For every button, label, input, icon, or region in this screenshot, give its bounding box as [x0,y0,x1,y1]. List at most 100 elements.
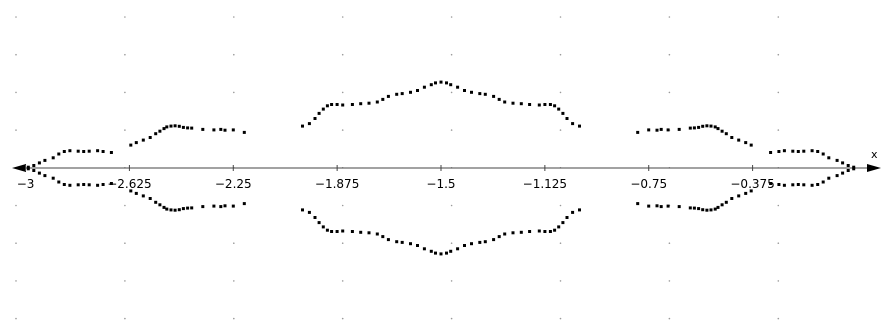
grid-dot [668,16,671,18]
data-point [148,197,152,200]
data-point [37,171,41,175]
x-axis-label: x [871,148,878,161]
data-point [810,183,814,187]
data-point [109,151,113,154]
grid-dot [15,16,17,18]
data-point [470,242,473,246]
grid-dot [15,242,17,244]
data-point [692,206,696,210]
data-point [463,244,466,247]
data-point [846,164,850,167]
grid-dot [450,129,453,131]
data-point [416,89,419,92]
data-point [705,208,709,212]
data-point [400,240,404,244]
data-point [782,183,786,187]
data-point [395,240,399,244]
data-point [434,81,437,85]
data-point [350,103,354,106]
grid-dot [15,53,17,56]
grid-dot [341,16,344,18]
data-point [655,204,659,208]
data-point [445,81,448,85]
data-point [307,122,311,126]
data-point [186,126,190,130]
data-point [724,132,728,136]
data-point [463,89,466,92]
data-point [223,128,227,132]
data-point [796,150,800,153]
grid-dot [450,317,453,320]
x-tick-label: −2.25 [215,177,252,191]
data-point [749,143,753,147]
grid-dot [777,91,780,94]
grid-dot [233,16,235,18]
grid-dot [450,242,453,244]
data-point [697,207,701,211]
data-point [827,156,831,160]
grid-dot [559,91,562,94]
data-point [677,205,681,209]
data-point [528,230,532,233]
data-point [367,231,371,235]
grid-dot [559,317,562,320]
grid-dot [341,317,344,320]
grid-dot [15,317,17,320]
grid-dot [450,53,453,56]
data-point [154,200,158,204]
data-point [87,149,91,153]
grid-dot [15,129,17,131]
data-point [190,206,194,210]
data-point [223,204,227,208]
grid-dot [668,280,671,282]
data-point [129,143,133,147]
data-point [816,150,820,153]
data-point [101,183,105,186]
data-point [835,158,839,162]
data-point [841,161,845,165]
grid-dot [668,91,671,94]
data-point [386,94,390,98]
data-point [400,92,404,96]
data-point [186,206,190,210]
data-point [737,194,741,198]
data-point [769,182,773,185]
data-point [730,136,734,139]
grid-dot [777,16,780,18]
data-point [317,111,321,115]
data-point [720,203,724,207]
data-point [313,117,317,120]
data-point [231,128,235,132]
grid-dot [233,53,235,56]
data-point [571,122,575,126]
data-point [68,149,72,153]
data-point [578,208,581,212]
x-tick-label: −1.5 [426,177,455,191]
data-point [32,164,36,167]
data-point [636,202,640,206]
grid-dot [559,16,562,18]
data-point [497,97,501,101]
data-point [212,204,216,208]
data-point [557,225,561,229]
data-point [158,129,162,133]
grid-dot [15,91,17,94]
data-point [511,231,515,235]
grid-dot [124,204,126,207]
data-point [301,124,304,128]
data-point [449,249,453,253]
data-point [242,202,246,206]
data-point [335,103,339,106]
data-point [335,230,339,233]
data-point [821,180,825,184]
grid-dot [450,16,453,18]
data-point [470,90,473,94]
x-axis-right-arrowhead [867,164,881,172]
data-point [548,230,552,233]
data-point [416,244,419,247]
data-point [478,92,482,96]
data-point [148,136,152,139]
data-point [325,104,329,108]
data-point [134,141,138,145]
data-point [796,183,800,186]
